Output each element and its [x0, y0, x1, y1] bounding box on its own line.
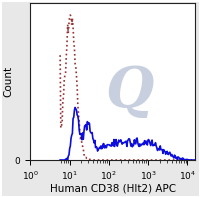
- X-axis label: Human CD38 (HIt2) APC: Human CD38 (HIt2) APC: [50, 184, 176, 193]
- Y-axis label: Count: Count: [3, 66, 13, 97]
- Text: Q: Q: [105, 64, 154, 119]
